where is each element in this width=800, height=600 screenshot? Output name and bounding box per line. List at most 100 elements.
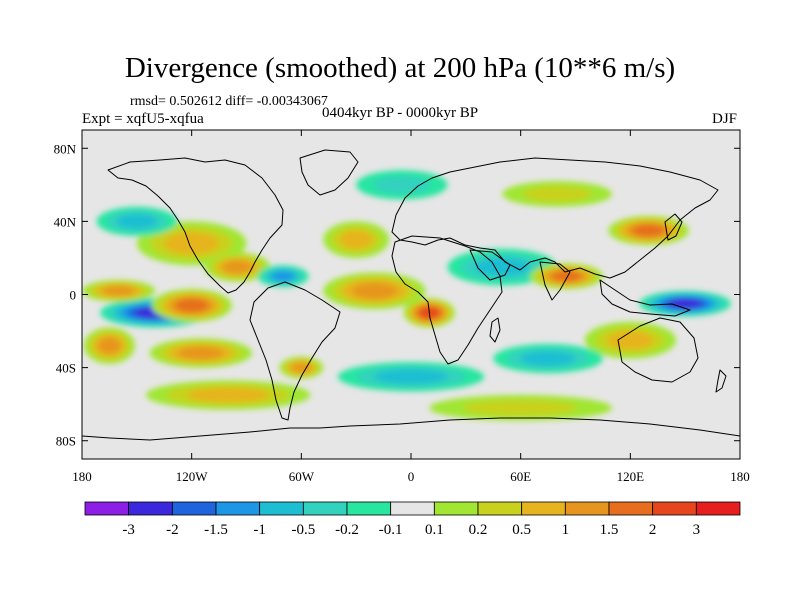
colorbar: -3 -2 -1.5 -1 -0.5 -0.2 -0.1 0.1 0.2 0.5 1 1.5 2 3 bbox=[84, 501, 741, 538]
field-contour bbox=[632, 224, 665, 237]
field-contour bbox=[222, 260, 252, 274]
colorbar-swatch bbox=[128, 501, 173, 516]
coastline-antarctica bbox=[82, 417, 740, 441]
field-contour bbox=[522, 185, 592, 202]
x-tick-label: 180 bbox=[72, 469, 92, 484]
x-tick-label: 120E bbox=[617, 469, 645, 484]
coastline-africa bbox=[391, 235, 503, 365]
colorbar-label: 1.5 bbox=[600, 522, 619, 538]
colorbar-label: 1 bbox=[562, 522, 570, 538]
coastline-madagascar bbox=[489, 317, 501, 343]
field-contour bbox=[164, 232, 220, 255]
colorbar-swatch bbox=[477, 501, 523, 516]
field-contour bbox=[352, 282, 397, 299]
colorbar-swatch bbox=[695, 501, 741, 516]
colorbar-swatch bbox=[521, 501, 566, 516]
field-anomaly bbox=[639, 290, 731, 317]
field-anomaly bbox=[279, 356, 324, 379]
x-tick-label: 180 bbox=[730, 469, 750, 484]
field-anomaly bbox=[337, 362, 485, 392]
chart-title: Divergence (smoothed) at 200 hPa (10**6 … bbox=[124, 52, 676, 84]
colorbar-swatch bbox=[215, 501, 261, 516]
period-label: 0404kyr BP - 0000kyr BP bbox=[322, 105, 479, 121]
colorbar-swatch bbox=[171, 501, 217, 516]
x-tick-label: 60E bbox=[510, 469, 531, 484]
coastlines bbox=[82, 149, 740, 441]
x-tick-label: 60W bbox=[289, 469, 315, 484]
colorbar-label: -0.2 bbox=[335, 522, 359, 538]
colorbar-label: 0.5 bbox=[512, 522, 531, 538]
field-anomaly bbox=[356, 170, 448, 200]
colorbar-swatch bbox=[433, 501, 479, 516]
field-anomaly bbox=[502, 181, 613, 207]
colorbar-swatch bbox=[346, 501, 392, 516]
x-tick-label: 120W bbox=[176, 469, 209, 484]
field-contour bbox=[474, 257, 530, 277]
coastline-south-america bbox=[249, 281, 341, 421]
coastline-new-zealand bbox=[715, 369, 727, 393]
field-contour bbox=[551, 271, 581, 282]
field-contour bbox=[187, 387, 270, 403]
field-contour bbox=[291, 362, 311, 373]
colorbar-label: 0.2 bbox=[469, 522, 488, 538]
field-anomaly bbox=[145, 380, 311, 410]
colorbar-label: -1.5 bbox=[204, 522, 228, 538]
field-anomaly bbox=[82, 279, 156, 302]
coastline-greenland bbox=[299, 149, 359, 196]
coastline-arabia bbox=[469, 249, 511, 281]
field-contour bbox=[271, 271, 295, 282]
colorbar-label: 0.1 bbox=[425, 522, 444, 538]
colorbar-label: -0.5 bbox=[291, 522, 315, 538]
y-tick-label: 40S bbox=[56, 361, 76, 376]
coastline-india bbox=[539, 261, 571, 301]
y-tick-label: 0 bbox=[70, 288, 77, 303]
field-anomaly bbox=[323, 221, 390, 258]
field-anomaly bbox=[149, 338, 252, 368]
colorbar-swatch bbox=[259, 501, 304, 516]
coastline-indonesia bbox=[599, 279, 691, 317]
colorbar-label: 2 bbox=[649, 522, 657, 538]
experiment-label: Expt = xqfU5-xqfua bbox=[82, 111, 204, 127]
field-contour bbox=[668, 298, 703, 309]
colorbar-swatch bbox=[652, 501, 697, 516]
y-axis: 80N 40N 0 40S 80S bbox=[54, 141, 740, 449]
field-contour bbox=[463, 399, 578, 416]
field-contour bbox=[116, 214, 157, 229]
colorbar-swatch bbox=[564, 501, 610, 516]
colorbar-label: -0.1 bbox=[379, 522, 403, 538]
field-contour bbox=[520, 351, 576, 366]
plot-area bbox=[81, 129, 741, 460]
field-anomaly bbox=[136, 221, 247, 266]
field-anomaly bbox=[493, 343, 603, 374]
field-contour bbox=[178, 346, 224, 360]
coastline-north-america bbox=[107, 157, 284, 294]
field-anomaly bbox=[204, 252, 271, 282]
divergence-field bbox=[82, 170, 731, 421]
colorbar-swatch bbox=[84, 501, 130, 516]
coastline-australia bbox=[617, 317, 699, 383]
coastline-eurasia bbox=[391, 157, 719, 279]
colorbar-swatch bbox=[608, 501, 654, 516]
field-contour bbox=[374, 369, 448, 385]
y-tick-label: 80N bbox=[54, 141, 77, 156]
coastline-japan bbox=[664, 213, 683, 241]
colorbar-swatch bbox=[302, 501, 348, 516]
field-contour bbox=[607, 331, 654, 350]
field-anomaly bbox=[608, 215, 689, 246]
x-tick-label: 0 bbox=[408, 469, 415, 484]
field-anomaly bbox=[584, 321, 677, 359]
field-contour bbox=[102, 286, 135, 296]
colorbar-swatch bbox=[390, 501, 435, 516]
field-anomaly bbox=[323, 272, 426, 310]
field-contour bbox=[373, 175, 431, 194]
field-anomaly bbox=[257, 265, 309, 288]
field-contour bbox=[339, 230, 373, 249]
x-axis: 180 120W 60W 0 60E 120E 180 bbox=[72, 130, 750, 484]
stats-label: rmsd= 0.502612 diff= -0.00343067 bbox=[130, 94, 328, 109]
field-anomaly bbox=[429, 395, 613, 421]
y-tick-label: 80S bbox=[56, 434, 76, 449]
colorbar-label: -1 bbox=[253, 522, 266, 538]
colorbar-label: -3 bbox=[122, 522, 135, 538]
y-tick-label: 40N bbox=[54, 214, 77, 229]
